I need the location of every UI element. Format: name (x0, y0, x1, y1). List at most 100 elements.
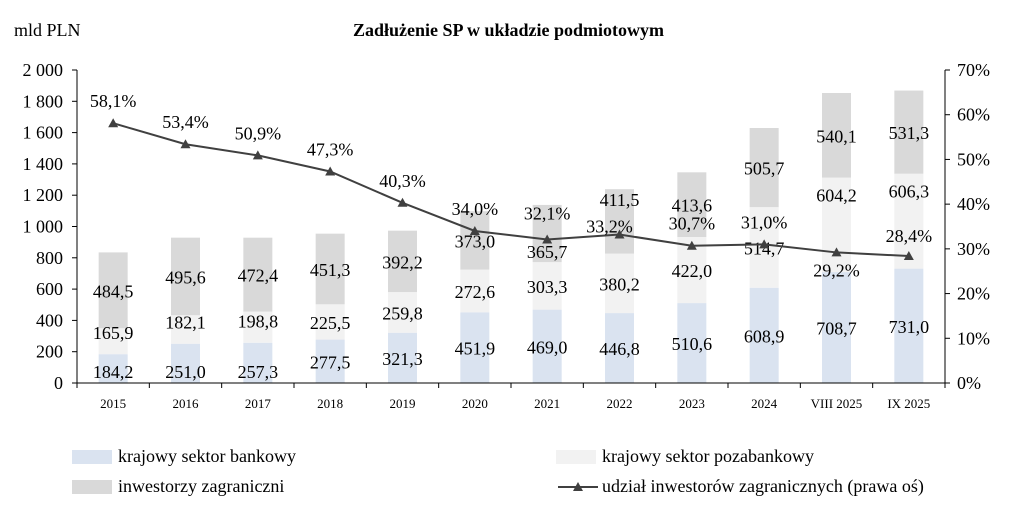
share-marker (542, 234, 553, 244)
legend-swatch (72, 479, 112, 494)
bar-value-label: 182,1 (165, 313, 206, 333)
bar-0 (171, 343, 200, 383)
x-tick-label: 2018 (317, 396, 343, 411)
share-marker (903, 251, 914, 261)
bar-value-label: 392,2 (382, 252, 423, 272)
legend-item-share: udział inwestorów zagranicznych (prawa o… (556, 476, 924, 497)
bar-1 (315, 304, 345, 340)
share-value-label: 30,7% (669, 214, 716, 234)
share-marker (469, 225, 480, 235)
bar-value-label: 531,3 (889, 123, 930, 143)
bar-value-label: 608,9 (744, 326, 785, 346)
bar-value-label: 272,6 (455, 282, 496, 302)
bar-value-label: 708,7 (816, 319, 857, 339)
bar-value-label: 373,0 (455, 231, 496, 251)
bar-2 (749, 128, 779, 208)
bar-value-label: 303,3 (527, 277, 568, 297)
legend-swatch (72, 449, 112, 464)
y2-tick-label: 30% (957, 239, 990, 259)
bar-0 (315, 339, 345, 383)
share-value-label: 34,0% (452, 199, 499, 219)
y2-tick-label: 20% (957, 284, 990, 304)
bar-2 (388, 230, 417, 293)
share-marker (614, 229, 625, 239)
bar-0 (749, 287, 779, 383)
share-value-label: 29,2% (813, 260, 860, 280)
bar-value-label: 184,2 (93, 362, 134, 382)
bar-1 (460, 269, 490, 313)
bar-value-label: 198,8 (238, 312, 279, 332)
bar-0 (532, 309, 562, 383)
share-marker (397, 197, 408, 207)
bar-value-label: 451,9 (455, 339, 496, 359)
bar-2 (315, 233, 345, 305)
x-tick-label: 2021 (534, 396, 560, 411)
bar-value-label: 380,2 (599, 274, 640, 294)
bar-2 (243, 237, 273, 312)
bar-value-label: 606,3 (889, 182, 930, 202)
bar-value-label: 257,3 (238, 362, 279, 382)
bar-2 (171, 237, 200, 316)
bar-value-label: 731,0 (889, 317, 930, 337)
bar-value-label: 451,3 (310, 260, 351, 280)
bar-1 (388, 292, 417, 333)
y2-tick-label: 60% (957, 105, 990, 125)
bar-2 (894, 90, 924, 174)
legend-label: krajowy sektor bankowy (118, 446, 296, 466)
legend-line-marker-icon (558, 481, 598, 491)
y-tick-label: 1 800 (23, 91, 64, 111)
share-value-label: 33,2% (586, 217, 633, 237)
x-tick-label: 2019 (390, 396, 416, 411)
y2-tick-label: 10% (957, 328, 990, 348)
share-marker (180, 139, 191, 149)
share-marker (252, 150, 263, 160)
legend-label: krajowy sektor pozabankowy (602, 446, 814, 466)
share-marker (831, 247, 842, 257)
legend-swatch (556, 449, 596, 464)
share-value-label: 32,1% (524, 203, 571, 223)
bar-1 (98, 328, 128, 355)
share-marker (759, 239, 770, 249)
x-tick-label: IX 2025 (887, 396, 930, 411)
share-value-label: 53,4% (162, 112, 209, 132)
y-tick-label: 400 (36, 310, 63, 330)
bar-2 (460, 211, 490, 270)
share-value-label: 28,4% (886, 226, 933, 246)
bar-value-label: 277,5 (310, 352, 351, 372)
x-tick-label: 2015 (100, 396, 126, 411)
bar-value-label: 484,5 (93, 281, 134, 301)
y2-tick-label: 0% (957, 373, 981, 393)
x-tick-label: 2022 (607, 396, 633, 411)
bar-value-label: 411,5 (600, 190, 640, 210)
y-tick-label: 2 000 (23, 60, 64, 80)
y-tick-label: 1 000 (23, 217, 64, 237)
bar-value-label: 472,4 (238, 266, 279, 286)
share-value-label: 58,1% (90, 91, 137, 111)
y-tick-label: 800 (36, 248, 63, 268)
bar-value-label: 446,8 (599, 339, 640, 359)
bar-1 (171, 315, 200, 344)
bar-value-label: 251,0 (165, 362, 206, 382)
bar-value-label: 495,6 (165, 267, 206, 287)
share-marker (325, 166, 336, 176)
bar-value-label: 505,7 (744, 159, 785, 179)
bar-value-label: 165,9 (93, 323, 134, 343)
legend-item-bank: krajowy sektor bankowy (72, 446, 296, 467)
x-tick-label: 2017 (245, 396, 272, 411)
bar-value-label: 413,6 (672, 196, 713, 216)
bar-2 (605, 189, 634, 254)
y-tick-label: 1 600 (23, 123, 64, 143)
bar-value-label: 321,3 (382, 349, 423, 369)
bar-2 (677, 172, 707, 238)
y-tick-label: 1 400 (23, 154, 64, 174)
bar-1 (532, 262, 562, 310)
bar-2 (822, 93, 851, 178)
bar-0 (894, 268, 924, 383)
bar-1 (243, 311, 273, 343)
y-axis-unit: mld PLN (14, 20, 81, 40)
share-value-label: 40,3% (379, 171, 426, 191)
share-marker (108, 118, 119, 128)
share-value-label: 47,3% (307, 140, 354, 160)
share-marker (686, 240, 697, 250)
x-tick-label: VIII 2025 (811, 396, 863, 411)
